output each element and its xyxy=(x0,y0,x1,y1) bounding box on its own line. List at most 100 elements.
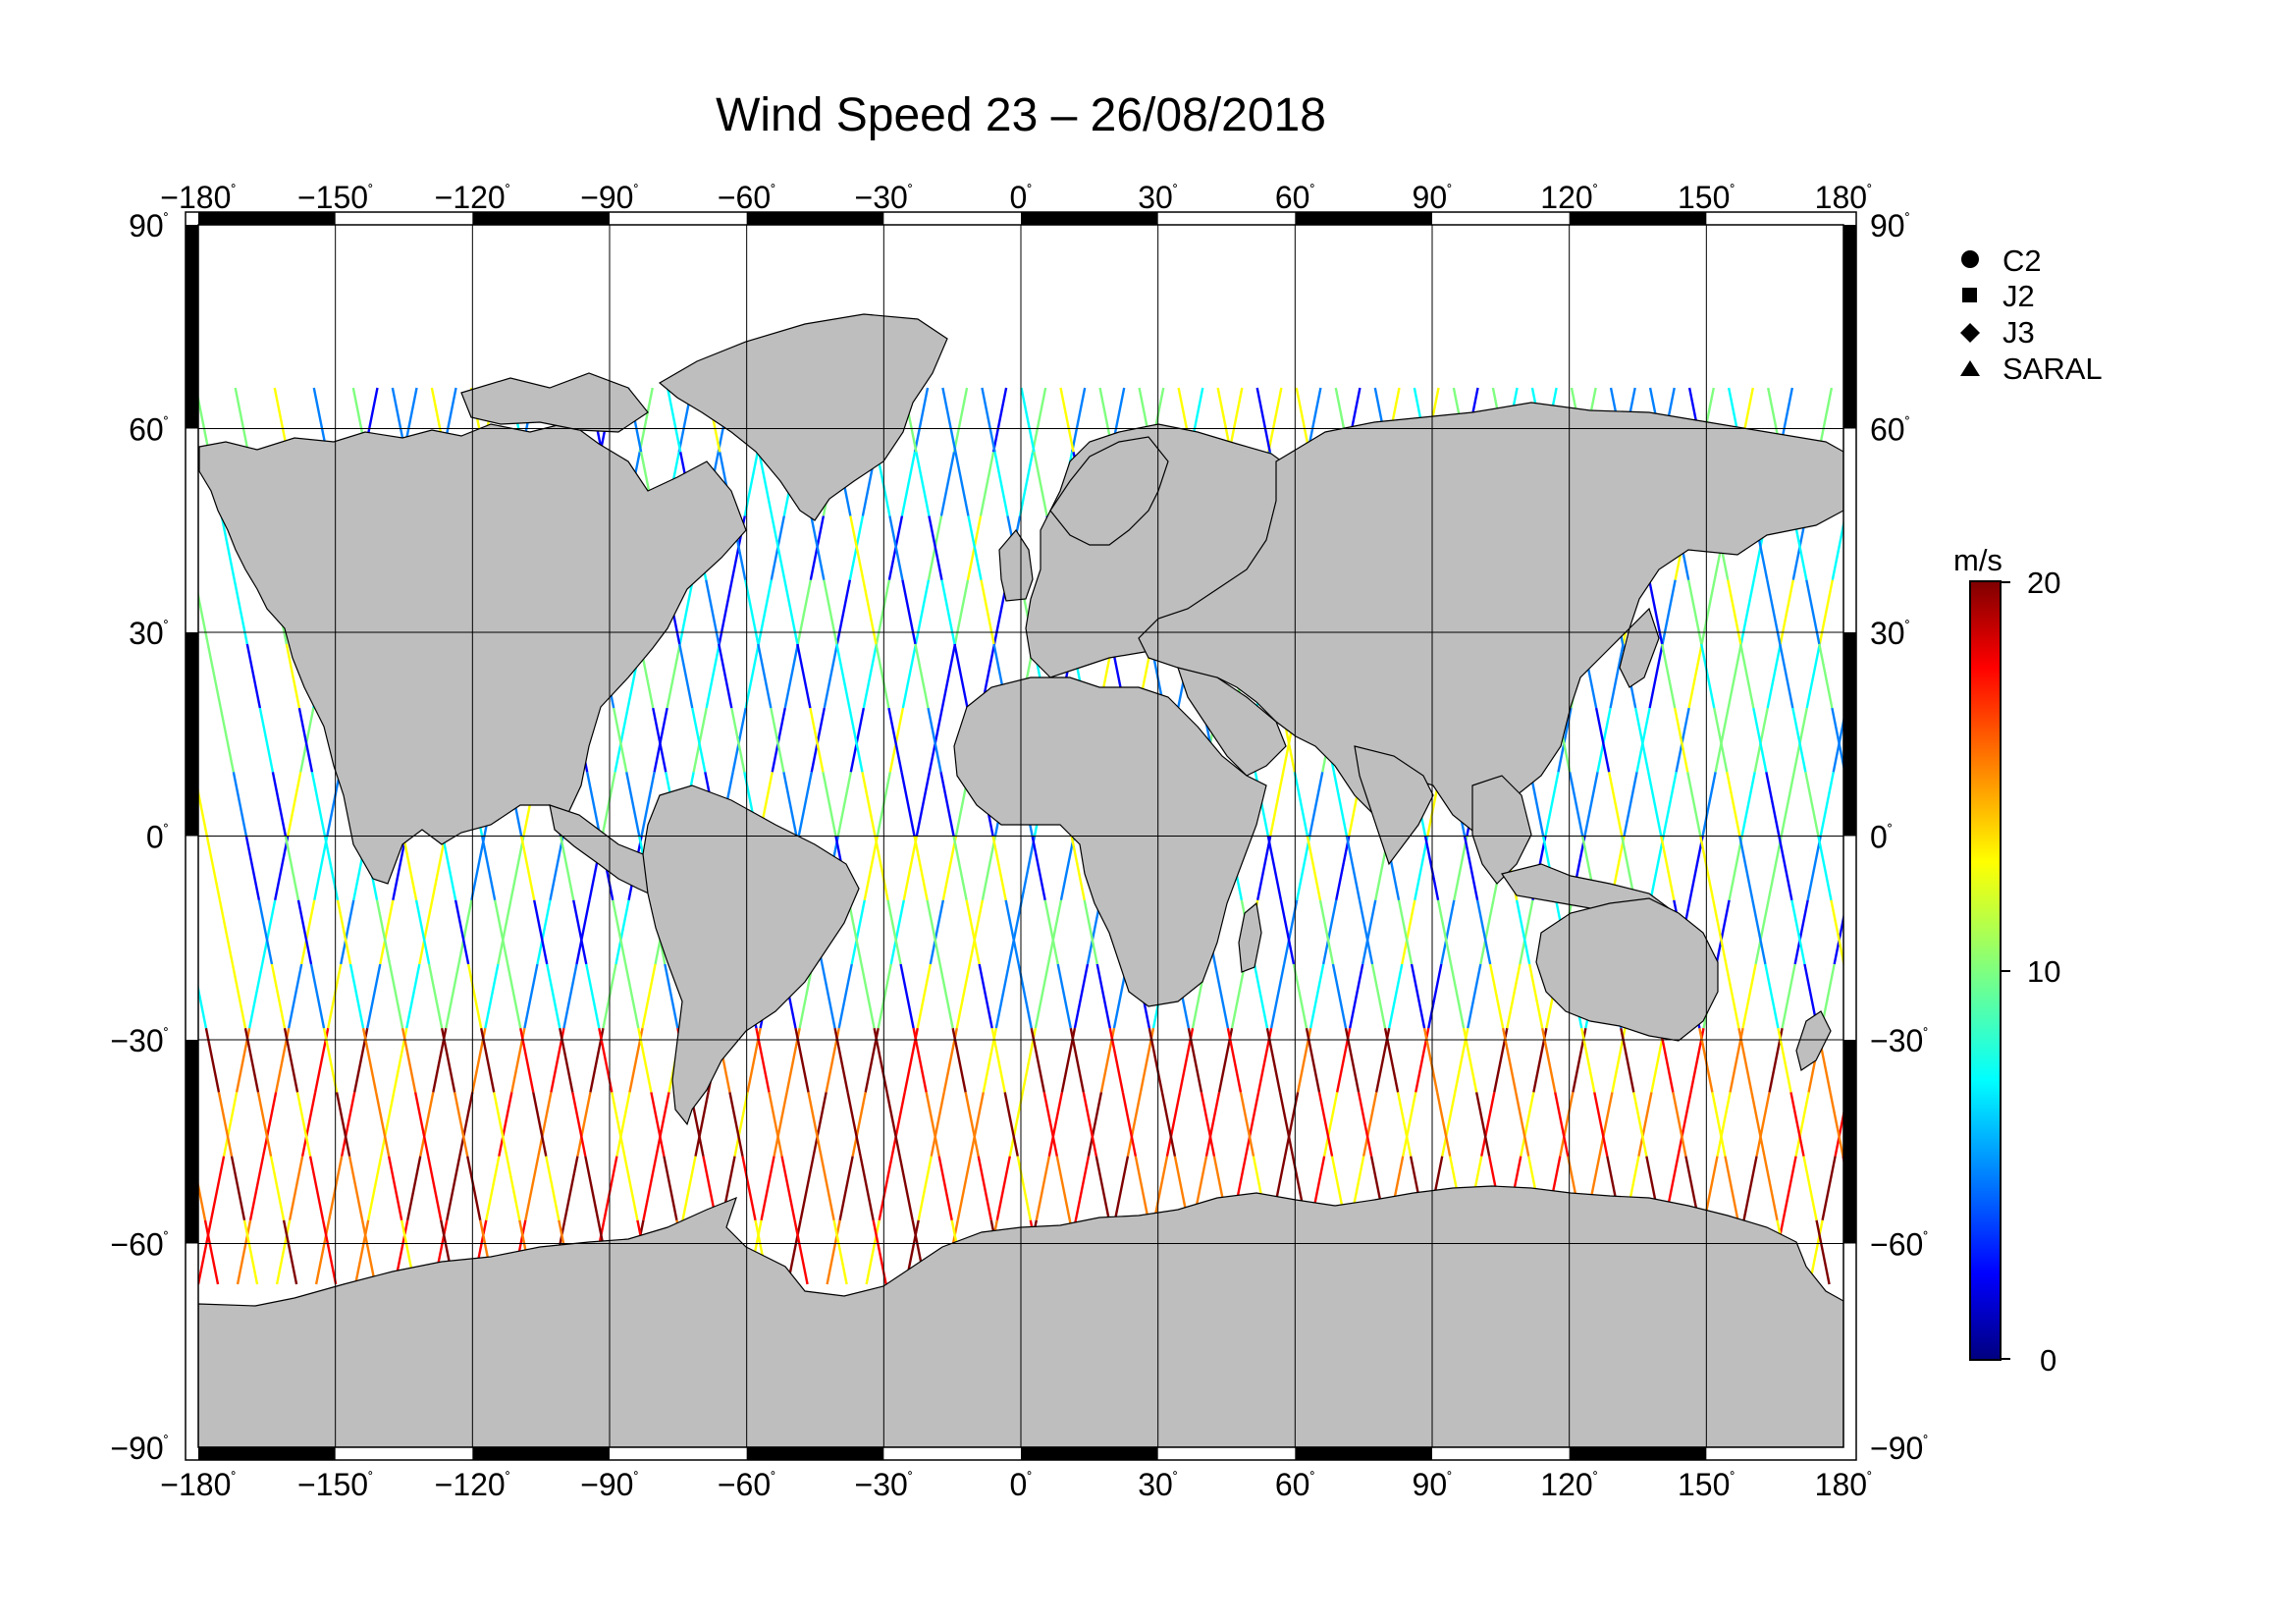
track-segment xyxy=(807,1092,823,1157)
track-segment xyxy=(117,580,130,644)
track-segment xyxy=(1506,963,1522,1029)
lon-tick-label-top: 60˚ xyxy=(1275,180,1315,215)
track-segment xyxy=(169,644,182,708)
track-segment xyxy=(899,963,915,1029)
track-segment xyxy=(248,1156,265,1221)
track-segment xyxy=(1901,1157,1914,1220)
circle-marker-icon xyxy=(1961,250,1979,268)
track-segment xyxy=(1292,963,1308,1029)
track-segment xyxy=(913,387,930,453)
track-segment xyxy=(367,1156,383,1221)
track-segment xyxy=(1976,388,1989,452)
track-segment xyxy=(313,836,329,900)
track-segment xyxy=(1805,579,1821,645)
landmass-arctic-islands xyxy=(460,372,649,433)
track-segment xyxy=(1331,963,1348,1029)
track-segment xyxy=(218,899,235,965)
track-segment xyxy=(838,1156,854,1221)
track-segment xyxy=(952,836,968,900)
track-segment xyxy=(1042,1092,1058,1157)
track-segment xyxy=(863,836,879,900)
track-segment xyxy=(335,1092,351,1157)
lon-tick-label-bottom: 120˚ xyxy=(1540,1467,1598,1502)
track-segment xyxy=(902,836,919,900)
track-segment xyxy=(980,579,995,645)
track-segment xyxy=(1479,899,1495,965)
track-segment xyxy=(978,963,993,1029)
track-segment xyxy=(116,772,129,836)
track-segment xyxy=(1632,1092,1648,1157)
track-segment xyxy=(217,1092,234,1157)
track-segment xyxy=(1887,837,1899,900)
track-segment xyxy=(783,643,799,709)
track-segment xyxy=(418,899,434,965)
track-segment xyxy=(297,707,314,773)
track-segment xyxy=(875,643,890,709)
frame-bar-top xyxy=(1569,212,1707,225)
track-segment xyxy=(1953,1092,1966,1156)
track-segment xyxy=(1741,963,1757,1029)
track-segment xyxy=(1939,772,1951,836)
track-segment xyxy=(849,515,865,580)
track-segment xyxy=(1501,1027,1518,1093)
triangle-marker-icon xyxy=(1960,360,1980,376)
track-segment xyxy=(861,772,877,837)
track-segment xyxy=(2043,644,2056,708)
track-segment xyxy=(1806,836,1822,900)
track-segment xyxy=(1620,1027,1635,1093)
lon-tick-label-top: 150˚ xyxy=(1678,180,1735,215)
track-segment xyxy=(300,899,316,965)
frame-bar-bottom xyxy=(472,1447,610,1460)
track-segment xyxy=(1672,1092,1687,1157)
track-segment xyxy=(1661,579,1677,645)
track-segment xyxy=(770,707,785,773)
track-segment xyxy=(666,387,682,453)
track-segment xyxy=(1674,707,1689,773)
track-segment xyxy=(1647,579,1664,645)
track-segment xyxy=(1925,644,1938,708)
track-segment xyxy=(1716,1092,1732,1157)
track-segment xyxy=(847,899,863,965)
track-segment xyxy=(901,643,918,709)
track-segment xyxy=(287,772,302,837)
track-segment xyxy=(1520,1092,1535,1157)
track-segment xyxy=(1204,1092,1221,1157)
lon-tick-label-bottom: −120˚ xyxy=(435,1467,510,1502)
track-segment xyxy=(1148,1027,1164,1093)
track-segment xyxy=(261,899,277,965)
lat-tick-label-right: 0˚ xyxy=(1870,820,1893,855)
track-segment xyxy=(247,963,264,1029)
track-segment xyxy=(851,1092,867,1157)
track-segment xyxy=(793,1219,809,1285)
track-segment xyxy=(601,772,616,837)
track-segment xyxy=(1278,1092,1295,1157)
track-segment xyxy=(1200,1092,1216,1157)
track-segment xyxy=(1383,1027,1400,1093)
track-segment xyxy=(1293,772,1309,837)
track-segment xyxy=(308,1156,325,1221)
track-segment xyxy=(300,1092,317,1157)
track-segment xyxy=(440,1027,456,1093)
track-segment xyxy=(1766,643,1782,709)
track-segment xyxy=(862,643,879,709)
track-segment xyxy=(549,836,564,900)
track-segment xyxy=(1345,836,1362,900)
track-segment xyxy=(888,707,905,773)
track-segment xyxy=(219,707,236,773)
track-segment xyxy=(1688,836,1704,900)
track-segment xyxy=(326,772,342,837)
track-segment xyxy=(1113,1156,1130,1221)
track-segment xyxy=(576,1092,592,1157)
track-segment xyxy=(1515,1092,1530,1157)
track-segment xyxy=(799,1156,815,1221)
satellite-legend: C2 J2 J3 SARAL xyxy=(1960,243,2103,386)
track-segment xyxy=(519,836,536,900)
track-segment xyxy=(1515,899,1531,965)
track-segment xyxy=(327,963,343,1029)
lon-tick-label-top: −60˚ xyxy=(718,180,776,215)
track-segment xyxy=(509,836,525,900)
track-segment xyxy=(666,643,681,709)
track-segment xyxy=(653,707,668,773)
track-segment xyxy=(833,1027,849,1093)
track-segment xyxy=(705,643,721,709)
